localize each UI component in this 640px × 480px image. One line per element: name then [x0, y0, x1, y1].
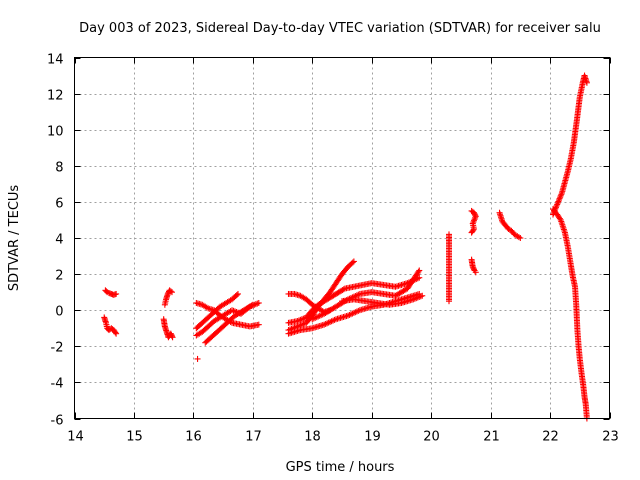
data-point-arc-22-up: [583, 79, 590, 86]
x-tick-label: 21: [483, 430, 500, 445]
data-point-arc-20.7-high: [472, 214, 479, 221]
data-point-arc-15.5-lower: [168, 333, 175, 340]
data-point-arc-16-a: [233, 292, 240, 299]
y-tick-label: 6: [55, 197, 63, 212]
data-point-arc-16-d: [249, 301, 256, 308]
data-point-arc-15.5-lower: [169, 334, 176, 341]
data-point-arc-16-d: [248, 302, 255, 309]
chart-title: Day 003 of 2023, Sidereal Day-to-day VTE…: [79, 21, 601, 36]
y-tick-label: 10: [47, 125, 64, 140]
plot-frame: [74, 57, 610, 419]
y-tick-label: 12: [47, 89, 64, 104]
data-point-arc-16-single: [194, 355, 201, 362]
x-tick-label: 23: [602, 430, 619, 445]
y-tick-label: 14: [47, 53, 64, 68]
data-point-arc-20.3: [446, 298, 452, 305]
data-point-arc-16-b: [255, 321, 262, 328]
data-point-arc-15.5-rise: [168, 289, 175, 296]
data-point-arc-22-up: [556, 195, 563, 202]
tick-layer: 14 15 16 17 18 19 20 21 22 23 -6 -4 -2 0 2 4 6 8 10 12 14: [47, 53, 619, 445]
x-tick-label: 15: [126, 430, 143, 445]
y-tick-label: 4: [55, 233, 63, 248]
data-point-arc-20.7-high: [469, 228, 476, 235]
data-point-arc-22-up: [553, 202, 560, 209]
x-tick-label: 17: [245, 430, 262, 445]
data-point-arc-20.7-high: [472, 213, 479, 220]
data-point-arc-16-c: [255, 299, 262, 306]
data-point-arc-22-up: [558, 191, 565, 198]
y-tick-label: -2: [51, 341, 64, 356]
y-axis-label: SDTVAR / TECUs: [7, 185, 22, 292]
data-point-arc-18-rise: [349, 259, 356, 266]
data-point-arc-14.5-lower: [112, 329, 119, 336]
y-tick-label: 2: [55, 269, 63, 284]
data-point-arc-14.5-lower: [113, 330, 120, 337]
data-point-arc-20.7-high: [468, 229, 475, 236]
x-tick-label: 14: [67, 430, 84, 445]
x-tick-label: 19: [364, 430, 381, 445]
data-point-arc-16-a: [234, 290, 241, 297]
data-point-arc-22-up: [554, 201, 561, 208]
data-point-arc-22-up: [555, 198, 562, 205]
data-point-arc-22-down: [556, 215, 563, 222]
data-point-arc-20.7-low: [470, 266, 477, 273]
x-tick-label: 22: [542, 430, 559, 445]
data-point-arc-22-up: [557, 192, 564, 199]
data-point-arc-18-rise: [350, 258, 357, 265]
y-tick-label: 0: [55, 305, 63, 320]
data-point-arc-18-upper: [416, 267, 423, 274]
data-point-arc-20.7-high: [470, 217, 477, 224]
x-tick-label: 18: [304, 430, 321, 445]
data-point-arc-19-flat: [419, 292, 426, 299]
x-tick-label: 20: [423, 430, 440, 445]
data-point-arc-18-upper: [415, 268, 422, 275]
data-point-arc-21.2: [517, 235, 524, 241]
x-tick-label: 16: [185, 430, 202, 445]
data-point-arc-14.5-upper: [113, 290, 120, 297]
data-point-arc-18-mid: [340, 286, 347, 293]
data-point-arc-18-mid: [416, 274, 423, 281]
data-point-arc-22-up: [555, 197, 562, 204]
grid-layer: [74, 57, 610, 419]
x-axis-label: GPS time / hours: [286, 460, 395, 475]
data-point-arc-15.5-rise: [167, 288, 174, 295]
data-point-arc-22-up: [557, 194, 564, 201]
data-point-arc-20.7-high: [471, 216, 478, 223]
data-point-arc-20.7-low: [472, 269, 479, 276]
data-point-arc-22-up: [554, 199, 561, 206]
y-tick-label: 8: [55, 161, 63, 176]
points-layer: [101, 72, 590, 422]
y-tick-label: -4: [51, 377, 64, 392]
y-tick-label: -6: [51, 414, 64, 429]
